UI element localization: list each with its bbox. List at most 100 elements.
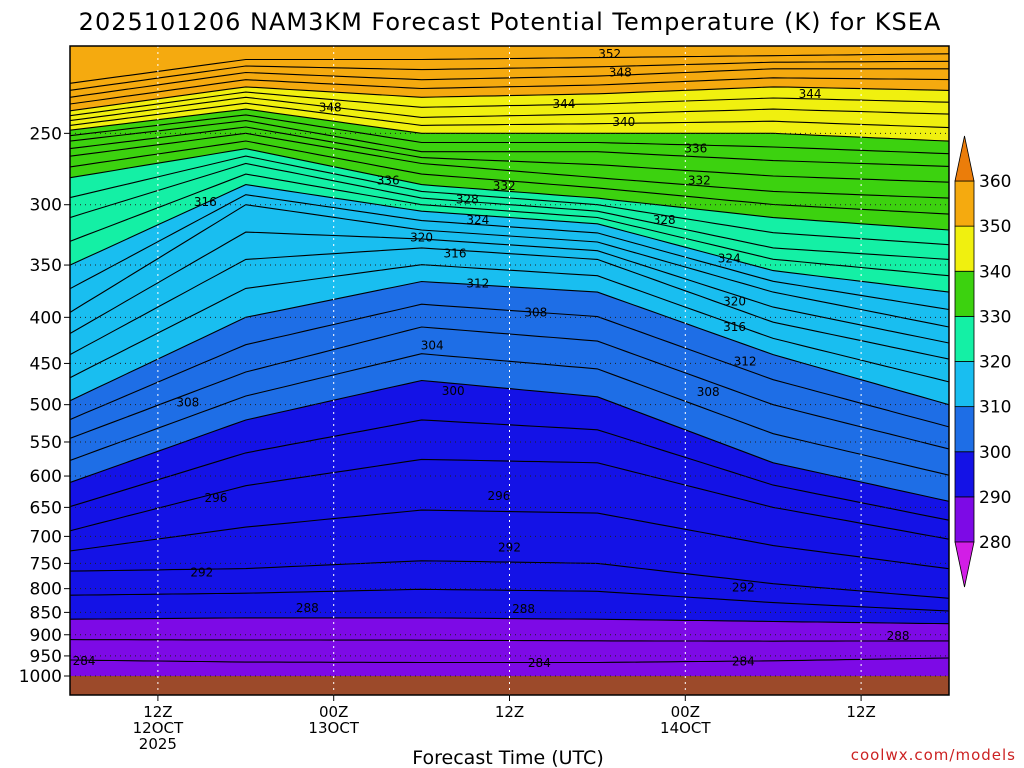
contour-label: 316 — [194, 195, 217, 209]
x-tick-label: 13OCT — [308, 719, 359, 737]
contour-label: 348 — [609, 65, 632, 79]
ground-rect — [70, 676, 949, 695]
colorbar-segment — [954, 451, 975, 498]
x-tick-label: 12OCT — [133, 719, 184, 737]
contour-label: 344 — [799, 87, 822, 101]
y-tick-label: 550 — [30, 433, 62, 453]
contour-label: 316 — [723, 320, 746, 334]
contour-316 — [70, 204, 949, 328]
colorbar-segment — [954, 406, 975, 453]
contour-label: 292 — [190, 566, 213, 580]
colorbar-label: 310 — [979, 398, 1011, 418]
x-tick-label: 12Z — [143, 703, 172, 721]
y-tick-label: 850 — [30, 603, 62, 623]
colorbar-segment — [954, 225, 975, 272]
contour-label: 284 — [73, 654, 96, 668]
contour-label: 308 — [524, 305, 547, 319]
contour-label: 340 — [612, 115, 635, 129]
temperature-field — [70, 46, 949, 695]
contour-label: 324 — [718, 251, 741, 265]
y-tick-label: 350 — [30, 256, 62, 276]
ground-band — [70, 676, 949, 695]
colorbar-high-arrow — [954, 135, 975, 182]
credit-text: coolwx.com/models — [851, 746, 1016, 764]
contour-312 — [70, 247, 949, 360]
contour-336 — [70, 120, 949, 167]
colorbar-segment — [954, 315, 975, 362]
y-tick-label: 600 — [30, 467, 62, 487]
x-tick-label: 14OCT — [660, 719, 711, 737]
contour-340 — [70, 108, 949, 142]
contour-labels: 352 348 344 348 344 340 336 332 336 332 328 316 324 3… — [73, 47, 910, 670]
contour-label: 292 — [732, 581, 755, 595]
colorbar-segment — [954, 180, 975, 227]
contour-label: 292 — [498, 540, 521, 554]
contour-label: 336 — [684, 142, 707, 156]
contour-label: 284 — [528, 656, 551, 670]
y-tick-label: 400 — [30, 308, 62, 328]
contour-344 — [70, 96, 949, 122]
contour-290 — [70, 588, 949, 612]
y-tick-label: 700 — [30, 527, 62, 547]
contour-label: 312 — [734, 355, 757, 369]
contour-354 — [70, 60, 949, 91]
contour-label: 348 — [319, 100, 342, 114]
contour-294 — [70, 509, 949, 570]
contour-284 — [70, 657, 949, 664]
y-tick-label: 750 — [30, 554, 62, 574]
colorbar-label: 360 — [979, 172, 1011, 192]
contour-330 — [70, 140, 949, 215]
y-tick-label: 450 — [30, 354, 62, 374]
contour-label: 288 — [512, 602, 535, 616]
contour-346 — [70, 91, 949, 117]
contour-label: 352 — [598, 47, 621, 61]
contour-332 — [70, 132, 949, 199]
colorbar-label: 320 — [979, 353, 1011, 373]
contour-320 — [70, 184, 949, 293]
y-tick-label: 650 — [30, 498, 62, 518]
contour-label: 316 — [444, 247, 467, 261]
colorbar-segment — [954, 270, 975, 317]
y-tick-label: 300 — [30, 196, 62, 216]
colorbar-label: 340 — [979, 262, 1011, 282]
contour-label: 284 — [732, 655, 755, 669]
y-tick-label: 900 — [30, 626, 62, 646]
contour-label: 312 — [466, 277, 489, 291]
contour-label: 328 — [456, 192, 479, 206]
contour-label: 304 — [421, 339, 444, 353]
contour-label: 296 — [487, 489, 510, 503]
y-tick-label: 1000 — [19, 667, 62, 687]
contour-322 — [70, 173, 949, 277]
x-tick-label: 2025 — [139, 735, 177, 753]
contour-label: 332 — [493, 179, 516, 193]
contour-label: 328 — [653, 213, 676, 227]
y-tick-label: 500 — [30, 396, 62, 416]
contour-label: 308 — [697, 385, 720, 399]
colorbar-label: 350 — [979, 217, 1011, 237]
colorbar: 280 290 300 310 320 330 340 350 360 — [954, 135, 1011, 588]
x-tick-label: 12Z — [846, 703, 875, 721]
contour-label: 288 — [887, 629, 910, 643]
x-tick-label: 12Z — [495, 703, 524, 721]
contour-label: 332 — [688, 173, 711, 187]
colorbar-segment — [954, 361, 975, 408]
contour-label: 336 — [377, 173, 400, 187]
contour-302 — [70, 353, 949, 476]
colorbar-label: 330 — [979, 307, 1011, 327]
contour-label: 324 — [466, 213, 489, 227]
colorbar-segment — [954, 496, 975, 543]
contour-324 — [70, 162, 949, 260]
x-axis-title: Forecast Time (UTC) — [412, 747, 603, 768]
contour-288 — [70, 617, 949, 625]
x-tick-label: 00Z — [319, 703, 348, 721]
contour-label: 308 — [176, 395, 199, 409]
x-tick-label: 00Z — [671, 703, 700, 721]
contour-label: 320 — [410, 230, 433, 244]
colorbar-label: 300 — [979, 443, 1011, 463]
colorbar-label: 290 — [979, 488, 1011, 508]
contour-label: 320 — [723, 294, 746, 308]
chart-title: 2025101206 NAM3KM Forecast Potential Tem… — [79, 8, 942, 36]
y-axis: 250 300 350 400 450 500 550 600 650 700 750 800 850 9… — [19, 124, 70, 687]
